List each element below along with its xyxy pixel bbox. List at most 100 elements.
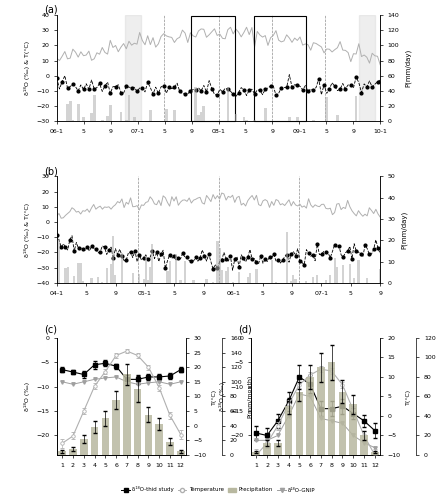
Point [188, 257, 195, 265]
Point [279, 256, 286, 264]
Point [358, 88, 365, 96]
Point [230, 90, 237, 98]
Point [136, 250, 143, 258]
Point [210, 265, 217, 273]
Bar [101, 418, 109, 455]
Point [97, 248, 104, 256]
Bar [69, 102, 72, 121]
Point [75, 244, 82, 252]
Point [166, 250, 173, 258]
Point [64, 84, 71, 92]
Bar [69, 449, 77, 455]
Point [288, 83, 295, 91]
Bar [247, 277, 249, 283]
Bar [149, 110, 152, 122]
Bar [226, 87, 229, 122]
Bar [286, 232, 288, 283]
Bar [275, 282, 277, 283]
Bar [274, 444, 281, 455]
Point [192, 254, 199, 262]
Point [118, 88, 125, 96]
Text: (b): (b) [44, 166, 58, 176]
Point [58, 244, 65, 252]
Y-axis label: δ¹⁸O (‰): δ¹⁸O (‰) [24, 382, 31, 411]
Bar [333, 258, 336, 283]
Point [144, 78, 151, 86]
Text: (a): (a) [44, 5, 58, 15]
Bar [349, 264, 351, 283]
Bar [336, 114, 339, 121]
Point [315, 75, 322, 83]
Point [139, 84, 146, 92]
Point [205, 250, 212, 258]
Point [80, 245, 87, 253]
Point [331, 82, 338, 90]
Point [257, 86, 264, 94]
Point [133, 88, 140, 96]
Point [118, 252, 125, 260]
Bar [132, 273, 134, 283]
Point [299, 86, 306, 94]
Text: (d): (d) [238, 324, 252, 334]
Bar [253, 452, 260, 455]
Point [145, 255, 152, 263]
Point [123, 82, 130, 90]
Bar [249, 273, 251, 283]
Point [375, 244, 382, 252]
Bar [379, 269, 381, 283]
Bar [112, 400, 120, 455]
Bar [238, 272, 240, 283]
Y-axis label: δ¹⁸O (‰) & T(°C): δ¹⁸O (‰) & T(°C) [24, 202, 31, 256]
Point [198, 87, 205, 95]
Point [84, 242, 91, 250]
Bar [151, 244, 153, 283]
Bar [106, 116, 109, 121]
Y-axis label: T(°C): T(°C) [406, 388, 411, 404]
Point [160, 82, 167, 90]
Point [344, 248, 351, 256]
Bar [58, 240, 60, 283]
Point [357, 250, 364, 258]
Point [323, 248, 329, 256]
Bar [339, 392, 346, 455]
Point [240, 86, 247, 94]
Point [53, 231, 60, 239]
Bar [66, 268, 69, 283]
Point [182, 90, 189, 98]
Bar [110, 264, 112, 283]
Bar [355, 96, 357, 122]
Bar [82, 116, 85, 121]
Point [294, 82, 301, 90]
Point [162, 264, 169, 272]
Bar [316, 276, 318, 283]
Point [262, 85, 269, 93]
Point [127, 248, 134, 256]
Bar [194, 88, 197, 122]
Bar [101, 120, 104, 122]
Point [272, 91, 279, 99]
Bar [205, 279, 208, 283]
Bar [114, 276, 117, 283]
Bar [80, 439, 87, 455]
Point [327, 254, 334, 262]
Point [336, 85, 343, 93]
Bar [336, 267, 338, 283]
Point [112, 82, 119, 90]
Point [336, 242, 343, 250]
Bar [177, 452, 184, 455]
Bar [317, 367, 325, 455]
Bar [121, 252, 123, 283]
Bar [243, 118, 245, 122]
Bar [263, 444, 271, 455]
Point [321, 81, 328, 89]
Bar [180, 280, 182, 283]
Bar [371, 452, 378, 455]
Y-axis label: δ¹⁸O (‰) & T(°C): δ¹⁸O (‰) & T(°C) [24, 41, 31, 96]
Bar [325, 280, 327, 283]
Point [266, 253, 273, 261]
Bar [227, 268, 229, 283]
Bar [350, 404, 357, 455]
Point [278, 84, 285, 92]
Y-axis label: P(mm/month): P(mm/month) [247, 375, 252, 418]
Point [192, 86, 199, 94]
